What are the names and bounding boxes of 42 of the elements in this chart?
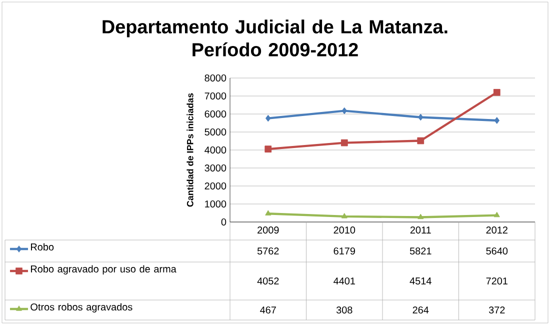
point	[417, 137, 424, 144]
data-label: 7201	[486, 277, 508, 285]
y-tick-label: 2000	[204, 182, 226, 190]
y-tick-label: 5000	[204, 128, 226, 136]
data-label: 4052	[257, 277, 279, 285]
y-tick-label: 1000	[205, 200, 226, 208]
point	[265, 210, 272, 216]
legend-label: Robo	[31, 243, 54, 251]
data-label: 467	[260, 306, 276, 314]
point	[494, 212, 500, 218]
data-label: 308	[336, 306, 352, 314]
y-tick-label: 3000	[204, 164, 226, 172]
x-tick-label: 2009	[258, 226, 279, 234]
data-label: 4401	[334, 277, 355, 285]
legend-label: Robo agravado por uso de arma	[31, 265, 176, 274]
y-tick-label: 7000	[204, 92, 226, 100]
data-label: 5821	[410, 247, 432, 255]
data-label: 6179	[334, 247, 355, 255]
point	[342, 107, 348, 114]
point	[493, 88, 500, 96]
point	[340, 139, 348, 146]
data-label: 264	[412, 306, 429, 314]
legend-label: Otros robos agravados	[30, 303, 132, 312]
point	[264, 146, 272, 153]
x-tick-label: 2010	[334, 226, 356, 234]
point	[418, 214, 424, 220]
data-label: 5640	[486, 247, 508, 255]
point	[494, 117, 500, 124]
x-tick-label: 2011	[410, 226, 431, 234]
x-tick-label: 2012	[486, 226, 508, 234]
point	[418, 114, 424, 121]
y-axis-title: Cantidad de IPPs iniciadas	[186, 93, 194, 207]
y-tick-label: 0	[221, 218, 226, 226]
point	[265, 114, 271, 122]
data-label: 4514	[410, 278, 432, 284]
y-tick-label: 4000	[204, 146, 226, 154]
data-label: 372	[488, 306, 505, 314]
chart-title: Departamento Judicial de La Matanza. Período 2009-2012	[102, 20, 448, 56]
y-tick-label: 6000	[204, 110, 226, 118]
data-label: 5762	[257, 247, 279, 255]
y-tick-label: 8000	[204, 74, 226, 82]
point	[341, 213, 348, 218]
